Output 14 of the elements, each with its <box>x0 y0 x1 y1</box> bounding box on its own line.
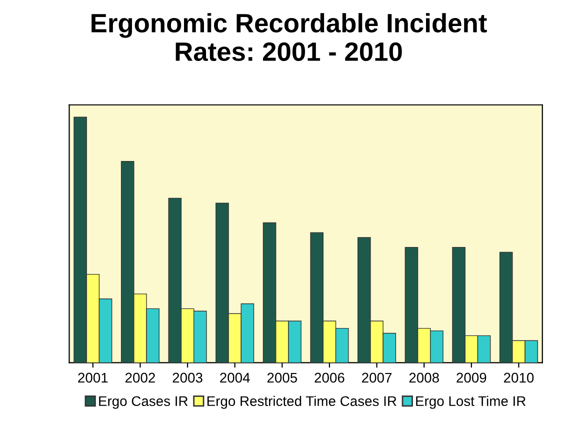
x-tick-label: 2007 <box>362 372 392 383</box>
x-tick-label: 2003 <box>172 372 202 383</box>
x-tick-label: 2004 <box>220 372 250 383</box>
x-tick-label: 2002 <box>125 372 155 383</box>
legend-label: Ergo Cases IR <box>99 396 188 409</box>
x-tick-label: 2009 <box>456 372 486 383</box>
legend-label: Ergo Lost Time IR <box>416 396 526 409</box>
legend-label: Ergo Restricted Time Cases IR <box>207 396 396 409</box>
x-tick-label: 2008 <box>409 372 439 383</box>
chart-title: Ergonomic Recordable Incident Rates: 2001 - 2010 <box>92 13 487 62</box>
x-tick-label: 2001 <box>78 372 108 383</box>
x-tick-label: 2005 <box>267 372 298 383</box>
x-tick-label: 2006 <box>314 372 344 383</box>
x-tick-label: 2010 <box>504 372 534 383</box>
